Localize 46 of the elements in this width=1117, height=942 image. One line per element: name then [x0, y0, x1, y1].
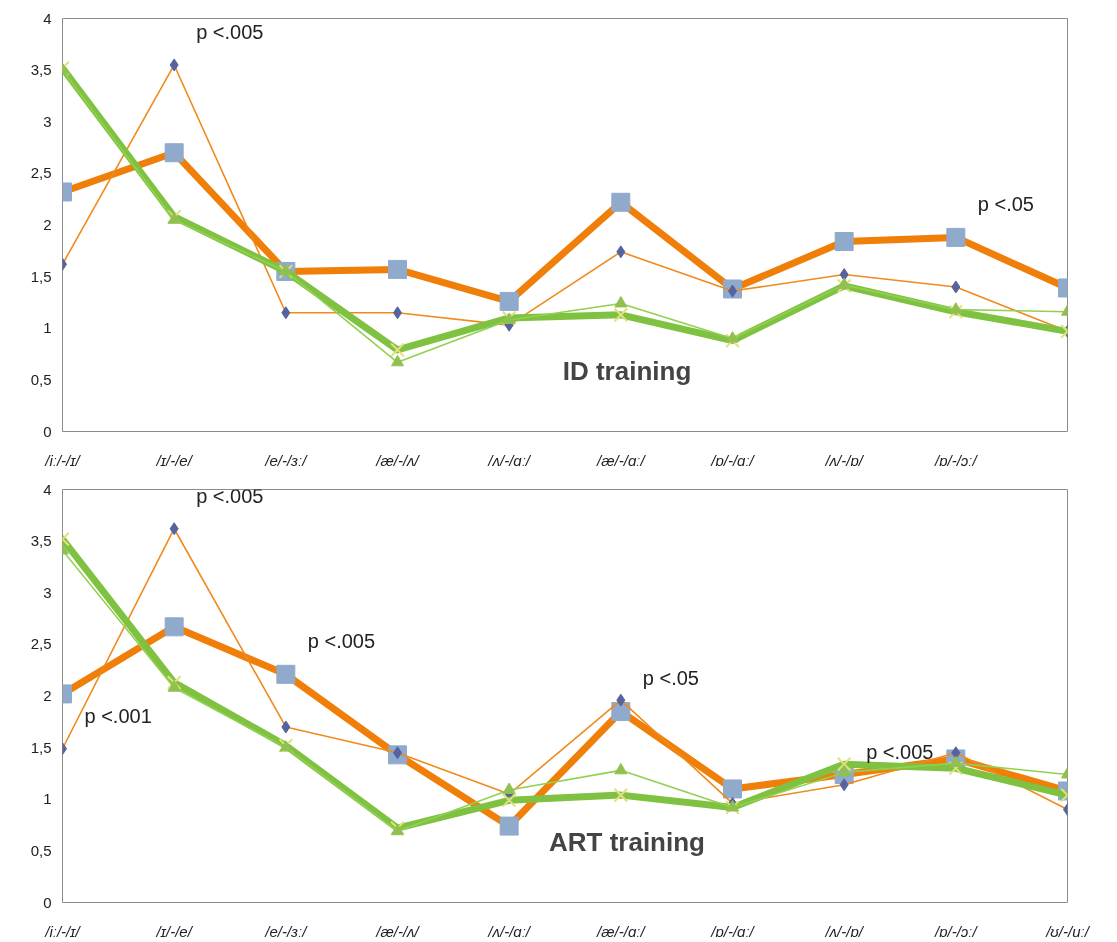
- y-tick-label: 0,5: [30, 370, 52, 388]
- x-tick-label: /ʌ/-/ɒ/: [824, 451, 865, 469]
- y-tick-label: 2: [43, 216, 52, 233]
- annotation: p <.005: [196, 20, 264, 43]
- x-tick-label: /æ/-/ʌ/: [375, 451, 421, 469]
- annotation: p <.005: [196, 484, 264, 507]
- x-tick-label: /ɪ/-/e/: [155, 922, 194, 940]
- y-tick-label: 0: [43, 422, 52, 440]
- y-tick-label: 4: [43, 9, 52, 27]
- y-tick-label: 4: [43, 480, 52, 498]
- x-tick-label: /iː/-/ɪ/: [44, 451, 82, 469]
- y-tick-label: 1,5: [30, 267, 52, 285]
- y-tick-label: 3: [43, 112, 52, 130]
- annotation: p <.05: [642, 667, 700, 690]
- annotation: p <.001: [84, 704, 152, 727]
- x-tick-label: /ʊ/-/uː/: [1045, 922, 1091, 940]
- x-tick-label: /ʌ/-/ɑː/: [487, 451, 532, 469]
- x-tick-label: /ɪ/-/e/: [155, 451, 194, 469]
- x-tick-label: /e/-/ɜː/: [264, 451, 309, 469]
- x-tick-label: /ɒ/-/ɑː/: [710, 922, 756, 940]
- y-tick-label: 1,5: [30, 738, 52, 756]
- x-tick-label: /ʌ/-/ɑː/: [487, 922, 532, 940]
- x-tick-label: /ɒ/-/ɔː/: [934, 922, 979, 940]
- annotation: p <.005: [307, 630, 376, 653]
- y-tick-label: 3,5: [30, 532, 52, 550]
- y-tick-label: 1: [43, 790, 52, 808]
- x-tick-label: /e/-/ɜː/: [264, 922, 309, 940]
- y-tick-label: 0: [43, 893, 52, 911]
- y-tick-label: 2,5: [30, 164, 52, 182]
- y-tick-label: 2,5: [30, 635, 52, 653]
- x-tick-label: /ʌ/-/ɒ/: [824, 922, 865, 940]
- x-tick-label: /ɒ/-/ɔː/: [934, 451, 979, 469]
- text: ART training: [549, 826, 706, 857]
- y-tick-label: 2: [43, 687, 52, 704]
- x-tick-label: /ɒ/-/ɑː/: [710, 451, 756, 469]
- x-tick-label: /æ/-/ʌ/: [375, 922, 421, 940]
- x-tick-label: /æ/-/ɑː/: [596, 451, 647, 469]
- annotation: p <.05: [977, 193, 1035, 216]
- y-tick-label: 1: [43, 319, 52, 337]
- annotation: p <.005: [866, 740, 934, 763]
- y-tick-label: 3: [43, 583, 52, 601]
- y-tick-label: 3,5: [30, 61, 52, 79]
- x-tick-label: /iː/-/ɪ/: [44, 922, 82, 940]
- y-tick-label: 0,5: [30, 841, 52, 859]
- text: ID training: [562, 355, 692, 386]
- x-tick-label: /æ/-/ɑː/: [596, 922, 647, 940]
